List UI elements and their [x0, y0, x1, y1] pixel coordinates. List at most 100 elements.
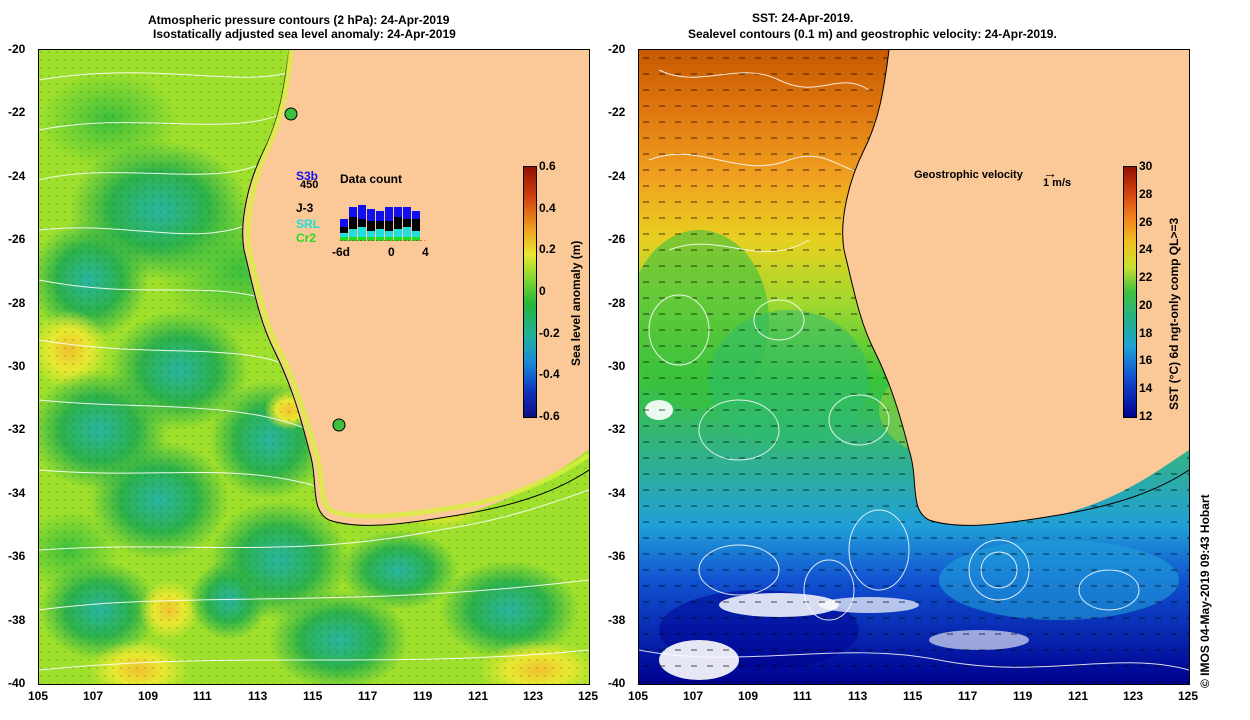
histogram-bar: [349, 207, 357, 217]
velocity-arrow-icon: →: [1043, 165, 1057, 181]
y-tick-label-left: -26: [8, 232, 26, 247]
histogram-bar: [394, 237, 402, 241]
sla-colorbar: [523, 166, 537, 418]
histogram-bar: [385, 221, 393, 231]
y-tick-label-right: -26: [608, 232, 626, 247]
histogram-bar: [385, 237, 393, 241]
histogram-bar: [412, 211, 420, 219]
legend-axis-neg6: -6d: [332, 245, 350, 259]
histogram-bar: [358, 205, 366, 219]
sst-colorbar-tick: 26: [1139, 214, 1153, 229]
histogram-bar: [340, 227, 348, 233]
x-tick-label-right: 121: [1068, 689, 1089, 703]
x-tick-label-left: 123: [523, 689, 544, 703]
histogram-bar: [367, 221, 375, 231]
legend-axis-4: 4: [422, 245, 429, 259]
velocity-legend-label: Geostrophic velocity: [914, 169, 1023, 181]
histogram-bar: [412, 231, 420, 237]
histogram-bar: [412, 237, 420, 241]
sst-colorbar-tick: 18: [1139, 325, 1153, 340]
sealevel-contours: [639, 69, 1189, 671]
y-tick-label-right: -36: [608, 549, 626, 564]
sst-colorbar-tick: 28: [1139, 186, 1153, 201]
y-tick-label-right: -40: [608, 676, 626, 690]
histogram-bar: [403, 227, 411, 237]
y-tick-label-left: -24: [8, 168, 26, 183]
sla-colorbar-tick: 0: [539, 284, 546, 298]
sst-colorbar-tick: 22: [1139, 270, 1153, 285]
x-tick-label-right: 119: [1013, 689, 1033, 703]
y-tick-label-right: -34: [608, 485, 626, 500]
histogram-bar: [376, 211, 384, 221]
x-tick-label-left: 115: [303, 689, 323, 703]
sst-colorbar: [1123, 166, 1137, 418]
histogram-bar: [412, 219, 420, 231]
legend-count-value: 450: [300, 179, 319, 191]
x-tick-label-left: 109: [138, 689, 159, 703]
y-tick-label-left: -22: [8, 105, 26, 120]
y-tick-label-right: -38: [608, 612, 626, 627]
y-tick-label-right: -22: [608, 105, 626, 120]
y-tick-label-left: -32: [8, 422, 26, 437]
histogram-bar: [340, 233, 348, 237]
y-tick-label-left: -30: [8, 359, 26, 373]
y-tick-label-right: -20: [608, 42, 626, 56]
histogram-bar: [349, 229, 357, 237]
y-tick-label-left: -34: [8, 485, 26, 500]
histogram-bar: [376, 237, 384, 241]
sst-colorbar-tick: 16: [1139, 353, 1153, 368]
sla-colorbar-tick: -0.6: [539, 409, 560, 423]
histogram-bar: [376, 229, 384, 237]
y-tick-label-right: -30: [608, 359, 626, 373]
histogram-bar: [385, 207, 393, 221]
y-tick-label-right: -32: [608, 422, 626, 437]
right-title-line2: Sealevel contours (0.1 m) and geostrophi…: [688, 27, 1057, 41]
x-tick-label-left: 119: [413, 689, 433, 703]
histogram-bar: [403, 207, 411, 219]
x-tick-label-left: 105: [28, 689, 49, 703]
pressure-contours: [39, 69, 589, 671]
sst-colorbar-tick: 20: [1139, 297, 1153, 312]
sla-colorbar-tick: 0.6: [539, 159, 556, 173]
sla-colorbar-label: Sea level anomaly (m): [569, 240, 583, 366]
legend-sat-cr2: Cr2: [296, 231, 317, 245]
histogram-bar: [403, 219, 411, 227]
histogram-bar: [340, 219, 348, 227]
x-tick-label-left: 107: [83, 689, 104, 703]
sst-colorbar-tick: 12: [1139, 409, 1153, 423]
x-tick-label-right: 113: [848, 689, 868, 703]
velocity-legend-scale: 1 m/s: [1043, 177, 1072, 189]
right-title-line1: SST: 24-Apr-2019.: [752, 11, 854, 25]
histogram-bar: [358, 219, 366, 227]
histogram-bar: [358, 227, 366, 237]
y-tick-label-left: -38: [8, 612, 26, 627]
legend-sat-j3: J-3: [296, 201, 314, 215]
x-tick-label-left: 117: [358, 689, 378, 703]
histogram-bar: [349, 217, 357, 229]
sla-colorbar-tick: 0.2: [539, 242, 556, 257]
sea-level-anomaly-map[interactable]: [38, 49, 590, 685]
histogram-bar: [376, 221, 384, 229]
legend-axis-0: 0: [388, 245, 395, 259]
x-tick-label-right: 123: [1123, 689, 1144, 703]
histogram-bar: [358, 237, 366, 241]
x-tick-label-right: 107: [683, 689, 704, 703]
x-tick-label-right: 109: [738, 689, 759, 703]
x-tick-label-right: 111: [793, 689, 812, 703]
legend-sat-srl: SRL: [296, 217, 320, 231]
australia-landmass-right: [842, 50, 1189, 526]
left-title-line1: Atmospheric pressure contours (2 hPa): 2…: [148, 13, 450, 27]
sst-colorbar-tick: 24: [1139, 242, 1153, 257]
x-tick-label-left: 121: [468, 689, 489, 703]
x-tick-label-left: 111: [193, 689, 212, 703]
y-tick-label-left: -40: [8, 676, 26, 690]
x-tick-label-right: 105: [628, 689, 649, 703]
histogram-bar: [367, 209, 375, 221]
x-tick-label-right: 117: [958, 689, 978, 703]
sst-map[interactable]: [638, 49, 1190, 685]
y-tick-label-left: -28: [8, 295, 26, 310]
histogram-bar: [367, 237, 375, 241]
left-title-line2: Isostatically adjusted sea level anomaly…: [153, 27, 456, 41]
x-tick-label-left: 113: [248, 689, 268, 703]
australia-landmass: [242, 50, 589, 526]
